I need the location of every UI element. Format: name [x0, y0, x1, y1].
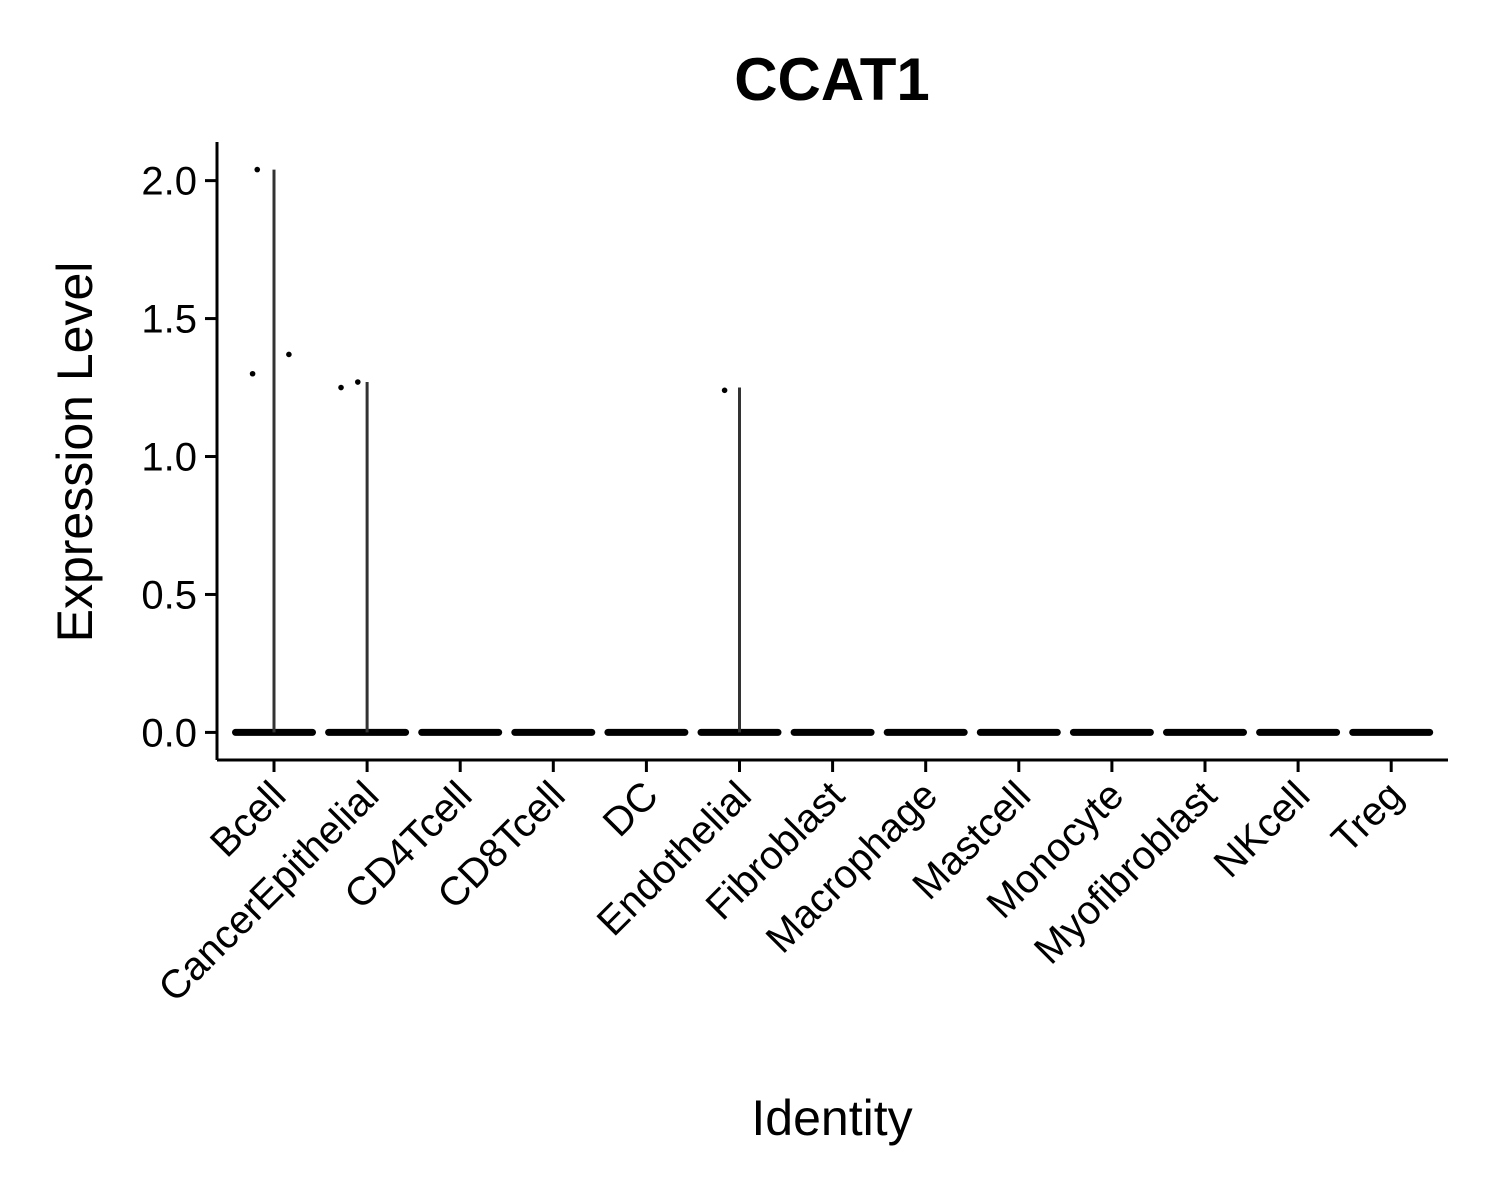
violin-endothelial	[697, 387, 782, 736]
violin-dc	[604, 728, 689, 736]
data-point	[254, 166, 261, 173]
violin-mastcell	[976, 728, 1061, 736]
data-point	[721, 387, 728, 394]
y-tick-label: 1.0	[141, 436, 197, 480]
data-point	[286, 351, 292, 358]
x-tick-label: Treg	[1323, 773, 1411, 861]
y-axis: 0.0 0.5 1.0 1.5 2.0	[141, 142, 219, 760]
violin-treg	[1349, 728, 1434, 736]
violin-base	[883, 728, 968, 736]
x-tick-label: NKcell	[1206, 773, 1319, 886]
violin-base	[418, 728, 503, 736]
y-tick-label: 1.5	[141, 298, 197, 342]
data-point	[249, 370, 256, 377]
violin-monocyte	[1069, 728, 1154, 736]
y-tick-label: 0.0	[141, 711, 197, 755]
data-point	[354, 379, 361, 385]
violin-bcell	[232, 169, 316, 736]
chart-title: CCAT1	[734, 46, 930, 113]
violin-base	[1349, 728, 1434, 736]
violin-cd4tcell	[418, 728, 503, 736]
violin-cancerepithelial	[325, 382, 410, 736]
violin-fibroblast	[790, 728, 875, 736]
y-axis-title: Expression Level	[47, 262, 103, 643]
x-tick-label: DC	[595, 773, 667, 845]
violin-base	[604, 728, 689, 736]
y-tick-label: 2.0	[141, 160, 197, 204]
violins	[232, 169, 1434, 736]
jitter-points	[249, 166, 728, 394]
violin-macrophage	[883, 728, 968, 736]
data-point	[338, 384, 344, 391]
violin-base	[790, 728, 875, 736]
violin-base	[511, 728, 596, 736]
violin-nkcell	[1256, 728, 1341, 736]
violin-base	[976, 728, 1061, 736]
violin-cd8tcell	[511, 728, 596, 736]
violin-base	[1069, 728, 1154, 736]
violin-base	[1256, 728, 1341, 736]
x-axis-title: Identity	[751, 1090, 912, 1146]
y-tick-label: 0.5	[141, 573, 197, 617]
violin-base	[1163, 728, 1247, 736]
violin-myofibroblast	[1163, 728, 1247, 736]
